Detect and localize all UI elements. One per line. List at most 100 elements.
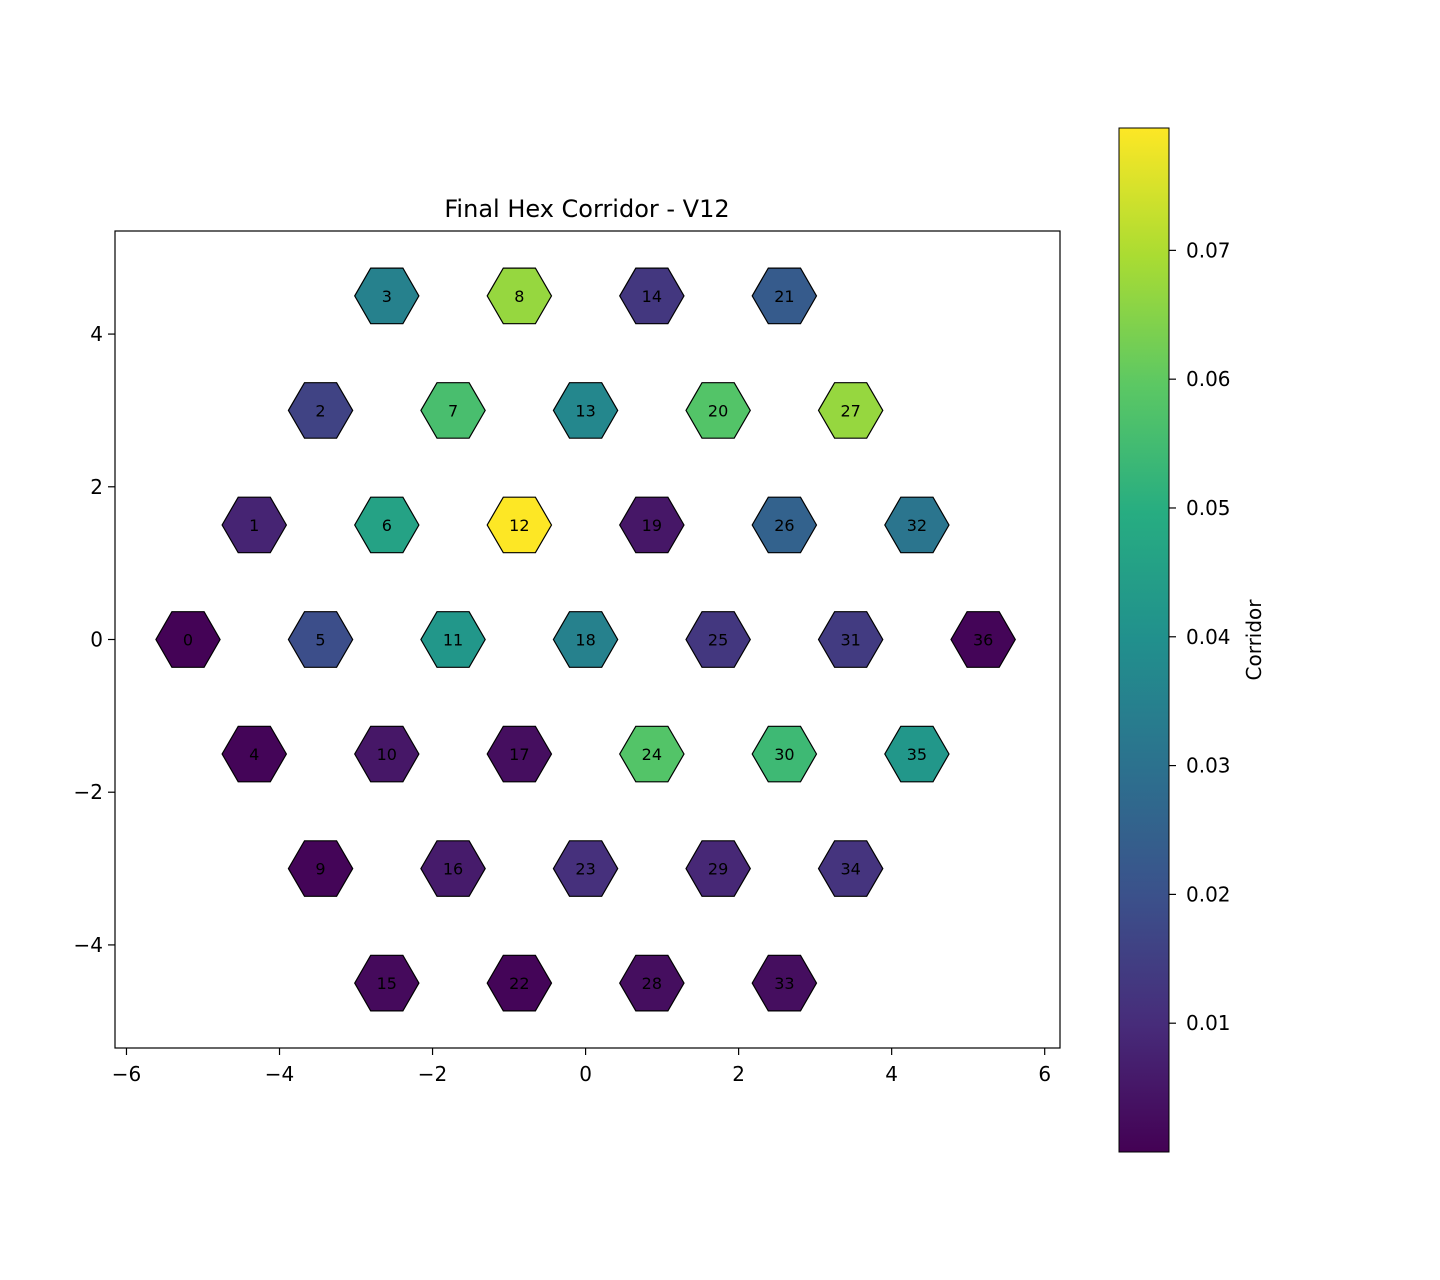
- colorbar-label: Corridor: [1242, 599, 1266, 681]
- x-tick-label: 6: [1038, 1062, 1051, 1086]
- plot-area: 0123456789101112131415161718192021222324…: [155, 267, 1016, 1012]
- hex-cell: [619, 725, 685, 783]
- hex-cell: [619, 954, 685, 1012]
- hex-cell-label: 16: [443, 860, 463, 879]
- hex-cell-label: 0: [183, 631, 193, 650]
- hex-cell: [287, 382, 354, 439]
- hex-cell: [486, 496, 553, 554]
- hex-cell-label: 4: [249, 745, 259, 764]
- hex-cell: [619, 496, 685, 554]
- x-tick-label: 2: [732, 1062, 745, 1086]
- hex-cell-label: 30: [774, 745, 794, 764]
- colorbar-tick-label: 0.05: [1186, 496, 1231, 520]
- x-tick-label: −2: [418, 1062, 447, 1086]
- colorbar-tick-label: 0.02: [1186, 882, 1231, 906]
- hex-cell: [287, 611, 354, 668]
- y-tick-label: 2: [90, 475, 103, 499]
- colorbar-tick-label: 0.04: [1186, 625, 1231, 649]
- colorbar-axis: 0.01 0.02 0.03 0.04 0.05 0.06 0.07: [1169, 238, 1231, 1035]
- hex-cell-label: 27: [840, 401, 860, 420]
- hex-cell-label: 24: [642, 745, 662, 764]
- hex-cell-label: 12: [509, 516, 529, 535]
- hex-cell-label: 25: [708, 631, 728, 650]
- x-tick-label: 0: [579, 1062, 592, 1086]
- hex-cell: [884, 496, 950, 554]
- hex-cell-label: 3: [382, 287, 392, 306]
- hex-cell-label: 35: [907, 745, 927, 764]
- colorbar: [1118, 127, 1170, 1153]
- hex-cell-label: 8: [514, 287, 524, 306]
- y-tick-label: −2: [74, 780, 103, 804]
- y-axis: −4 −2 0 2 4: [74, 322, 115, 957]
- hex-cell-label: 22: [509, 974, 529, 993]
- hex-cell: [155, 611, 221, 668]
- x-tick-label: −4: [265, 1062, 294, 1086]
- hex-cell-label: 11: [443, 631, 463, 650]
- hex-cell-label: 10: [377, 745, 397, 764]
- hex-cell: [817, 840, 884, 897]
- colorbar-tick-label: 0.07: [1186, 238, 1231, 262]
- hex-cell-label: 28: [642, 974, 662, 993]
- hex-cell-label: 18: [575, 631, 595, 650]
- hex-cell-label: 29: [708, 860, 728, 879]
- hex-cell: [354, 496, 420, 554]
- colorbar-tick-label: 0.03: [1186, 754, 1231, 778]
- hex-cell: [354, 267, 420, 325]
- hex-cell: [221, 496, 288, 554]
- hex-cell: [486, 954, 553, 1012]
- hex-cell: [817, 382, 884, 439]
- hex-cell-label: 13: [575, 401, 595, 420]
- hex-cell: [420, 840, 486, 897]
- hex-cell: [884, 725, 950, 783]
- x-axis: −6 −4 −2 0 2 4 6: [112, 1048, 1051, 1086]
- hex-cell: [751, 725, 818, 783]
- hex-cell-label: 6: [382, 516, 392, 535]
- hex-cell: [221, 725, 288, 783]
- hex-cell-label: 5: [315, 631, 325, 650]
- hex-cell-label: 32: [907, 516, 927, 535]
- hex-cell-label: 21: [774, 287, 794, 306]
- colorbar-tick-label: 0.01: [1186, 1011, 1231, 1035]
- hex-cell-label: 31: [840, 631, 860, 650]
- hex-cell-label: 34: [840, 860, 860, 879]
- hex-cell-label: 7: [448, 401, 458, 420]
- hex-cell-label: 19: [642, 516, 662, 535]
- hex-cell-label: 9: [315, 860, 325, 879]
- hex-cell: [354, 725, 420, 783]
- colorbar-tick-label: 0.06: [1186, 367, 1231, 391]
- hex-cell: [817, 611, 884, 668]
- hex-cell-label: 14: [642, 287, 662, 306]
- hex-cell-label: 1: [249, 516, 259, 535]
- hex-cell-label: 33: [774, 974, 794, 993]
- chart-title: Final Hex Corridor - V12: [444, 195, 729, 223]
- hex-cell: [420, 382, 486, 439]
- x-tick-label: −6: [112, 1062, 141, 1086]
- y-tick-label: −4: [74, 933, 103, 957]
- hex-cell: [420, 611, 486, 668]
- hex-cell: [486, 267, 553, 325]
- hex-cell-label: 15: [377, 974, 397, 993]
- hex-cell: [287, 840, 354, 897]
- hex-cell: [751, 954, 818, 1012]
- y-tick-label: 4: [90, 322, 103, 346]
- hex-cell: [950, 611, 1016, 668]
- hex-cell: [685, 382, 751, 439]
- hex-cell: [685, 840, 751, 897]
- x-tick-label: 4: [885, 1062, 898, 1086]
- hex-cell-label: 23: [575, 860, 595, 879]
- hex-cell: [552, 382, 619, 439]
- hex-cell: [486, 725, 553, 783]
- hex-cell: [751, 496, 818, 554]
- y-tick-label: 0: [90, 628, 103, 652]
- hex-cell: [685, 611, 751, 668]
- hex-cell: [619, 267, 685, 325]
- hex-cell-label: 17: [509, 745, 529, 764]
- hex-cell: [354, 954, 420, 1012]
- hex-cell-label: 2: [315, 401, 325, 420]
- hex-cell-label: 20: [708, 401, 728, 420]
- hex-cell-label: 26: [774, 516, 794, 535]
- hex-cell: [552, 611, 619, 668]
- hex-cell-label: 36: [973, 631, 993, 650]
- hex-cell: [552, 840, 619, 897]
